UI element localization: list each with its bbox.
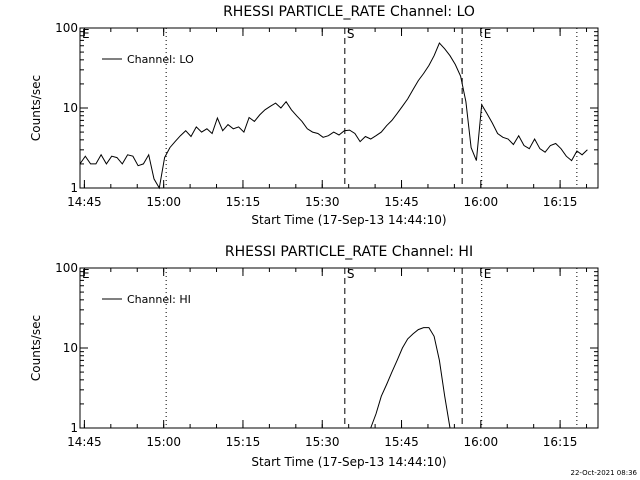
x-tick-label: 16:15 bbox=[543, 435, 578, 449]
chart-title: RHESSI PARTICLE_RATE Channel: LO bbox=[223, 4, 475, 20]
x-axis-label: Start Time (17-Sep-13 14:44:10) bbox=[251, 213, 446, 227]
x-tick-label: 15:30 bbox=[305, 435, 340, 449]
legend-label: Channel: HI bbox=[127, 293, 191, 306]
plot-frame bbox=[79, 27, 599, 189]
x-tick-label: 15:15 bbox=[226, 435, 261, 449]
event-marker-label: S bbox=[347, 27, 355, 41]
chart-title: RHESSI PARTICLE_RATE Channel: HI bbox=[225, 244, 473, 260]
panel-lo: 1 10 100 14:45 15:00 15:15 15:30 15:45 16:00 16:1… bbox=[55, 21, 599, 209]
y-tick-label: 100 bbox=[55, 21, 78, 35]
y-axis-label: Counts/sec bbox=[29, 315, 43, 381]
y-tick-label: 10 bbox=[63, 101, 78, 115]
y-axis-label: Counts/sec bbox=[29, 75, 43, 141]
x-tick-label: 15:15 bbox=[226, 195, 261, 209]
y-tick-label: 10 bbox=[63, 341, 78, 355]
event-marker-label: E bbox=[82, 27, 90, 41]
footer-timestamp: 22-Oct-2021 08:36 bbox=[571, 469, 638, 477]
x-tick-label: 16:15 bbox=[543, 195, 578, 209]
x-tick-label: 14:45 bbox=[67, 195, 102, 209]
x-tick-label: 15:45 bbox=[384, 195, 419, 209]
x-tick-label: 16:00 bbox=[464, 435, 499, 449]
plot-frame bbox=[79, 267, 599, 429]
y-tick-label: 1 bbox=[70, 181, 78, 195]
x-tick-label: 16:00 bbox=[464, 195, 499, 209]
y-tick-label: 100 bbox=[55, 261, 78, 275]
x-axis-label: Start Time (17-Sep-13 14:44:10) bbox=[251, 455, 446, 469]
x-tick-label: 15:00 bbox=[146, 435, 181, 449]
data-series-line bbox=[79, 42, 588, 190]
x-tick-label: 15:30 bbox=[305, 195, 340, 209]
event-marker-label: E bbox=[484, 267, 492, 281]
event-marker-label: S bbox=[347, 267, 355, 281]
x-tick-label: 14:45 bbox=[67, 435, 102, 449]
panel-hi: 1 10 100 14:45 15:00 15:15 15:30 15:45 16:00 16:1… bbox=[55, 261, 599, 449]
x-tick-label: 15:00 bbox=[146, 195, 181, 209]
data-series-line bbox=[370, 327, 451, 429]
legend-label: Channel: LO bbox=[127, 53, 194, 66]
y-tick-label: 1 bbox=[70, 421, 78, 435]
x-tick-label: 15:45 bbox=[384, 435, 419, 449]
event-marker-label: E bbox=[82, 267, 90, 281]
event-marker-label: E bbox=[484, 27, 492, 41]
